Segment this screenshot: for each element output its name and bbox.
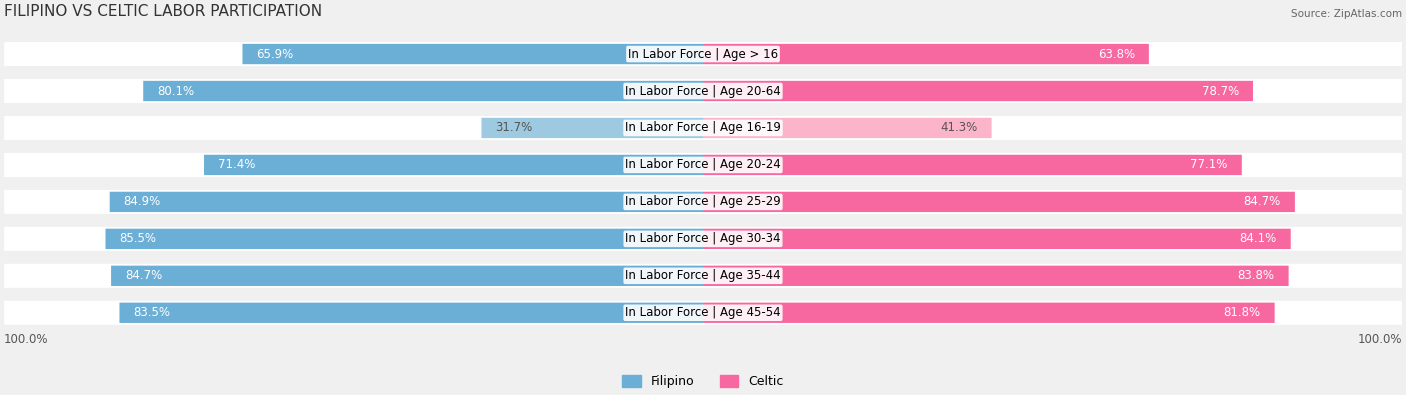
Text: In Labor Force | Age 20-64: In Labor Force | Age 20-64 [626,85,780,98]
Text: In Labor Force | Age 16-19: In Labor Force | Age 16-19 [626,121,780,134]
FancyBboxPatch shape [703,192,1295,212]
Text: In Labor Force | Age 20-24: In Labor Force | Age 20-24 [626,158,780,171]
FancyBboxPatch shape [703,44,1149,64]
FancyBboxPatch shape [4,301,1402,325]
FancyBboxPatch shape [105,229,703,249]
Text: 85.5%: 85.5% [120,232,156,245]
FancyBboxPatch shape [4,227,1402,251]
Text: 80.1%: 80.1% [157,85,194,98]
FancyBboxPatch shape [4,264,1402,288]
FancyBboxPatch shape [110,192,703,212]
FancyBboxPatch shape [703,266,1289,286]
FancyBboxPatch shape [4,153,1402,177]
Text: 83.8%: 83.8% [1237,269,1275,282]
Text: 100.0%: 100.0% [1357,333,1402,346]
Text: In Labor Force | Age 35-44: In Labor Force | Age 35-44 [626,269,780,282]
Text: In Labor Force | Age > 16: In Labor Force | Age > 16 [628,47,778,60]
FancyBboxPatch shape [703,81,1253,101]
Text: 84.1%: 84.1% [1240,232,1277,245]
FancyBboxPatch shape [111,266,703,286]
Text: 65.9%: 65.9% [256,47,294,60]
Text: 84.9%: 84.9% [124,196,160,209]
FancyBboxPatch shape [4,116,1402,140]
FancyBboxPatch shape [703,303,1275,323]
FancyBboxPatch shape [481,118,703,138]
Text: 81.8%: 81.8% [1223,306,1261,319]
Text: In Labor Force | Age 25-29: In Labor Force | Age 25-29 [626,196,780,209]
FancyBboxPatch shape [242,44,703,64]
FancyBboxPatch shape [703,118,991,138]
FancyBboxPatch shape [143,81,703,101]
Text: 78.7%: 78.7% [1202,85,1239,98]
Text: 41.3%: 41.3% [941,121,977,134]
Text: In Labor Force | Age 30-34: In Labor Force | Age 30-34 [626,232,780,245]
Text: 63.8%: 63.8% [1098,47,1135,60]
FancyBboxPatch shape [4,79,1402,103]
Text: Source: ZipAtlas.com: Source: ZipAtlas.com [1291,9,1402,19]
FancyBboxPatch shape [4,42,1402,66]
FancyBboxPatch shape [703,229,1291,249]
Text: In Labor Force | Age 45-54: In Labor Force | Age 45-54 [626,306,780,319]
Legend: Filipino, Celtic: Filipino, Celtic [617,370,789,393]
Text: 77.1%: 77.1% [1191,158,1227,171]
Text: 71.4%: 71.4% [218,158,256,171]
FancyBboxPatch shape [204,155,703,175]
Text: 31.7%: 31.7% [495,121,533,134]
FancyBboxPatch shape [4,190,1402,214]
Text: 84.7%: 84.7% [125,269,162,282]
Text: 83.5%: 83.5% [134,306,170,319]
Text: 100.0%: 100.0% [4,333,49,346]
Text: FILIPINO VS CELTIC LABOR PARTICIPATION: FILIPINO VS CELTIC LABOR PARTICIPATION [4,4,322,19]
FancyBboxPatch shape [120,303,703,323]
FancyBboxPatch shape [703,155,1241,175]
Text: 84.7%: 84.7% [1244,196,1281,209]
